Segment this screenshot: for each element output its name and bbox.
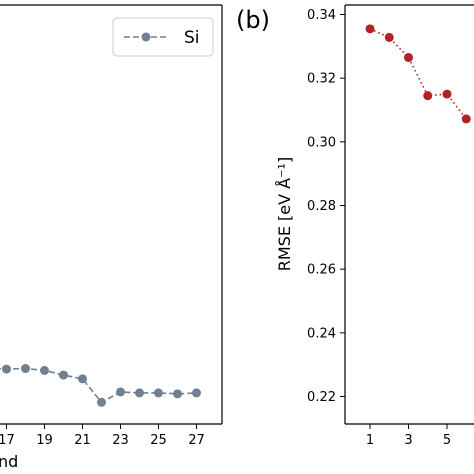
panel-a-data-point bbox=[135, 388, 144, 398]
panel-b-data-point bbox=[384, 32, 394, 42]
panel-a-x-tick-label: 17 bbox=[0, 433, 15, 448]
panel-b-y-tick-label: 0.26 bbox=[307, 263, 336, 278]
panel-a-x-tick-label: 23 bbox=[112, 433, 129, 448]
panel-a-data-point bbox=[173, 389, 182, 399]
panel-b-y-tick-label: 0.34 bbox=[307, 8, 336, 23]
panel-b-y-tick-label: 0.30 bbox=[307, 135, 336, 150]
panel-a-data-point bbox=[2, 364, 11, 374]
panel-a-x-tick-label: 25 bbox=[150, 433, 167, 448]
panel-b-y-tick-label: 0.22 bbox=[307, 390, 336, 405]
legend-point-marker bbox=[141, 32, 151, 42]
panel-a-data-point bbox=[192, 388, 201, 398]
panel-b-x-ticks: 1 3 5 bbox=[366, 424, 451, 448]
panel-b-data-point bbox=[404, 52, 413, 62]
panel-b-data-point bbox=[423, 91, 433, 101]
panel-a-legend: Si bbox=[112, 17, 214, 57]
panel-b-y-ticks: 0.22 0.24 0.26 0.28 0.30 0.32 0.34 bbox=[307, 8, 345, 405]
panel-b-x-tick-label: 3 bbox=[404, 433, 412, 448]
panel-b-y-tick-label: 0.28 bbox=[307, 199, 336, 214]
panel-b-y-axis-title: RMSE [eV Å⁻¹] bbox=[275, 157, 294, 271]
panel-a-data-point bbox=[154, 388, 163, 398]
panel-a-x-axis-title: nd bbox=[0, 452, 18, 471]
panel-b: 0.22 0.24 0.26 0.28 0.30 0.32 0.34 1 3 5 RMSE [e… bbox=[275, 4, 474, 448]
panel-a-data-point bbox=[116, 387, 125, 397]
panel-a-x-tick-label: 27 bbox=[188, 433, 205, 448]
panel-b-series-line bbox=[369, 28, 467, 120]
panel-a-data-point bbox=[59, 370, 68, 380]
panel-b-y-tick-label: 0.32 bbox=[307, 72, 336, 87]
panel-a-series bbox=[0, 364, 201, 407]
panel-b-x-tick-label: 1 bbox=[366, 433, 374, 448]
panel-b-data-point bbox=[461, 114, 471, 124]
panel-a-data-point bbox=[40, 365, 49, 375]
panel-b-data-point bbox=[442, 89, 452, 99]
panel-b-y-tick-label: 0.24 bbox=[307, 326, 336, 341]
panel-b-series bbox=[365, 24, 471, 124]
panel-b-x-tick-label: 5 bbox=[443, 433, 451, 448]
panel-a-data-point bbox=[21, 364, 30, 374]
panel-a-data-point bbox=[78, 374, 87, 384]
panel-a-x-tick-label: 19 bbox=[36, 433, 53, 448]
panel-a-data-point bbox=[97, 397, 106, 407]
panel-b-data-point bbox=[365, 24, 375, 34]
legend-label-si: Si bbox=[184, 28, 200, 48]
panel-a: 17 19 21 23 25 27 nd Si bbox=[0, 4, 223, 471]
panel-b-label: (b) bbox=[236, 6, 270, 34]
panel-a-x-tick-label: 21 bbox=[74, 433, 91, 448]
panel-a-x-ticks: 17 19 21 23 25 27 bbox=[0, 424, 205, 448]
